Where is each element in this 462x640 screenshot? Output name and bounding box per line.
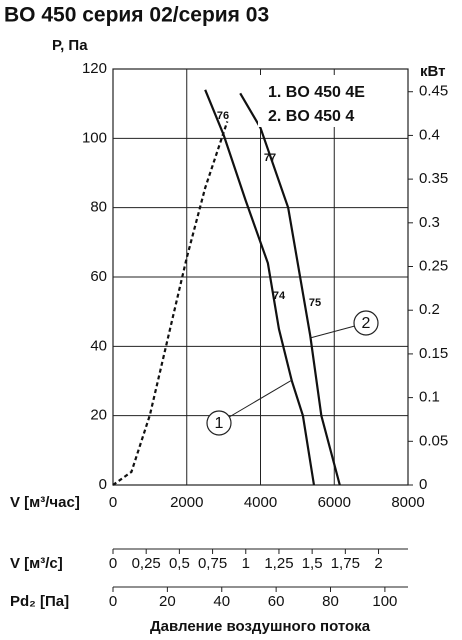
annotation: 75 — [309, 297, 321, 309]
x-tick-label: 6000 — [318, 494, 351, 511]
callout-label: 2 — [362, 315, 371, 332]
annotation: 76 — [217, 110, 229, 122]
legend-entry: 1. BO 450 4E — [268, 84, 365, 101]
x-tick-label: 1,5 — [302, 555, 323, 572]
series-line — [112, 121, 229, 486]
y2-tick-label: 0.05 — [419, 432, 448, 449]
x-tick-label: 1,25 — [264, 555, 293, 572]
x-tick-label: 2000 — [170, 494, 203, 511]
annotation: 74 — [273, 290, 286, 302]
y2-tick-label: 0.2 — [419, 301, 440, 318]
y-tick-label: 40 — [90, 337, 107, 354]
x-tick-label: 0,5 — [169, 555, 190, 572]
y-tick-label: 60 — [90, 268, 107, 285]
y-tick-label: 100 — [82, 129, 107, 146]
y-tick-label: 0 — [99, 476, 107, 493]
x-tick-label: 20 — [159, 593, 176, 610]
x3-axis-label: Pd₂ [Па] — [10, 593, 69, 610]
x-tick-label: 100 — [372, 593, 397, 610]
x-tick-label: 8000 — [391, 494, 424, 511]
chart-title: BO 450 серия 02/серия 03 — [4, 4, 269, 27]
callout-label: 1 — [215, 415, 224, 432]
x2-axis-label: V [м³/с] — [10, 555, 63, 572]
y2-tick-label: 0.4 — [419, 126, 440, 143]
x-tick-label: 1,75 — [331, 555, 360, 572]
x-tick-label: 1 — [242, 555, 250, 572]
x-tick-label: 0 — [109, 593, 117, 610]
x-axis-label: V [м³/час] — [10, 494, 80, 511]
x-tick-label: 0 — [109, 494, 117, 511]
series-line — [239, 92, 341, 486]
callout-circle — [353, 310, 379, 336]
y2-tick-label: 0.3 — [419, 214, 440, 231]
y-tick-label: 20 — [90, 407, 107, 424]
y2-tick-label: 0.35 — [419, 170, 448, 187]
y2-tick-label: 0.1 — [419, 389, 440, 406]
y2-tick-label: 0.15 — [419, 345, 448, 362]
callout-leader — [218, 379, 293, 424]
x-tick-label: 60 — [268, 593, 285, 610]
x-tick-label: 4000 — [244, 494, 277, 511]
y2-tick-label: 0.25 — [419, 257, 448, 274]
series-line — [204, 89, 316, 486]
x-tick-label: 0,75 — [198, 555, 227, 572]
annotation: 77 — [264, 152, 276, 164]
x-tick-label: 80 — [322, 593, 339, 610]
legend-box — [258, 75, 404, 127]
x-tick-label: 2 — [374, 555, 382, 572]
y-axis-label: P, Па — [52, 37, 88, 54]
x-tick-label: 40 — [213, 593, 230, 610]
caption: Давление воздушного потока — [150, 618, 371, 635]
y2-tick-label: 0.45 — [419, 83, 448, 100]
y2-axis-label: кВт — [420, 63, 446, 80]
x-tick-label: 0,25 — [132, 555, 161, 572]
legend-entry: 2. BO 450 4 — [268, 108, 354, 125]
y-tick-label: 120 — [82, 60, 107, 77]
x-tick-label: 0 — [109, 555, 117, 572]
y-tick-label: 80 — [90, 199, 107, 216]
plot-frame — [112, 68, 409, 486]
callout-circle — [206, 410, 232, 436]
y2-tick-label: 0 — [419, 476, 427, 493]
